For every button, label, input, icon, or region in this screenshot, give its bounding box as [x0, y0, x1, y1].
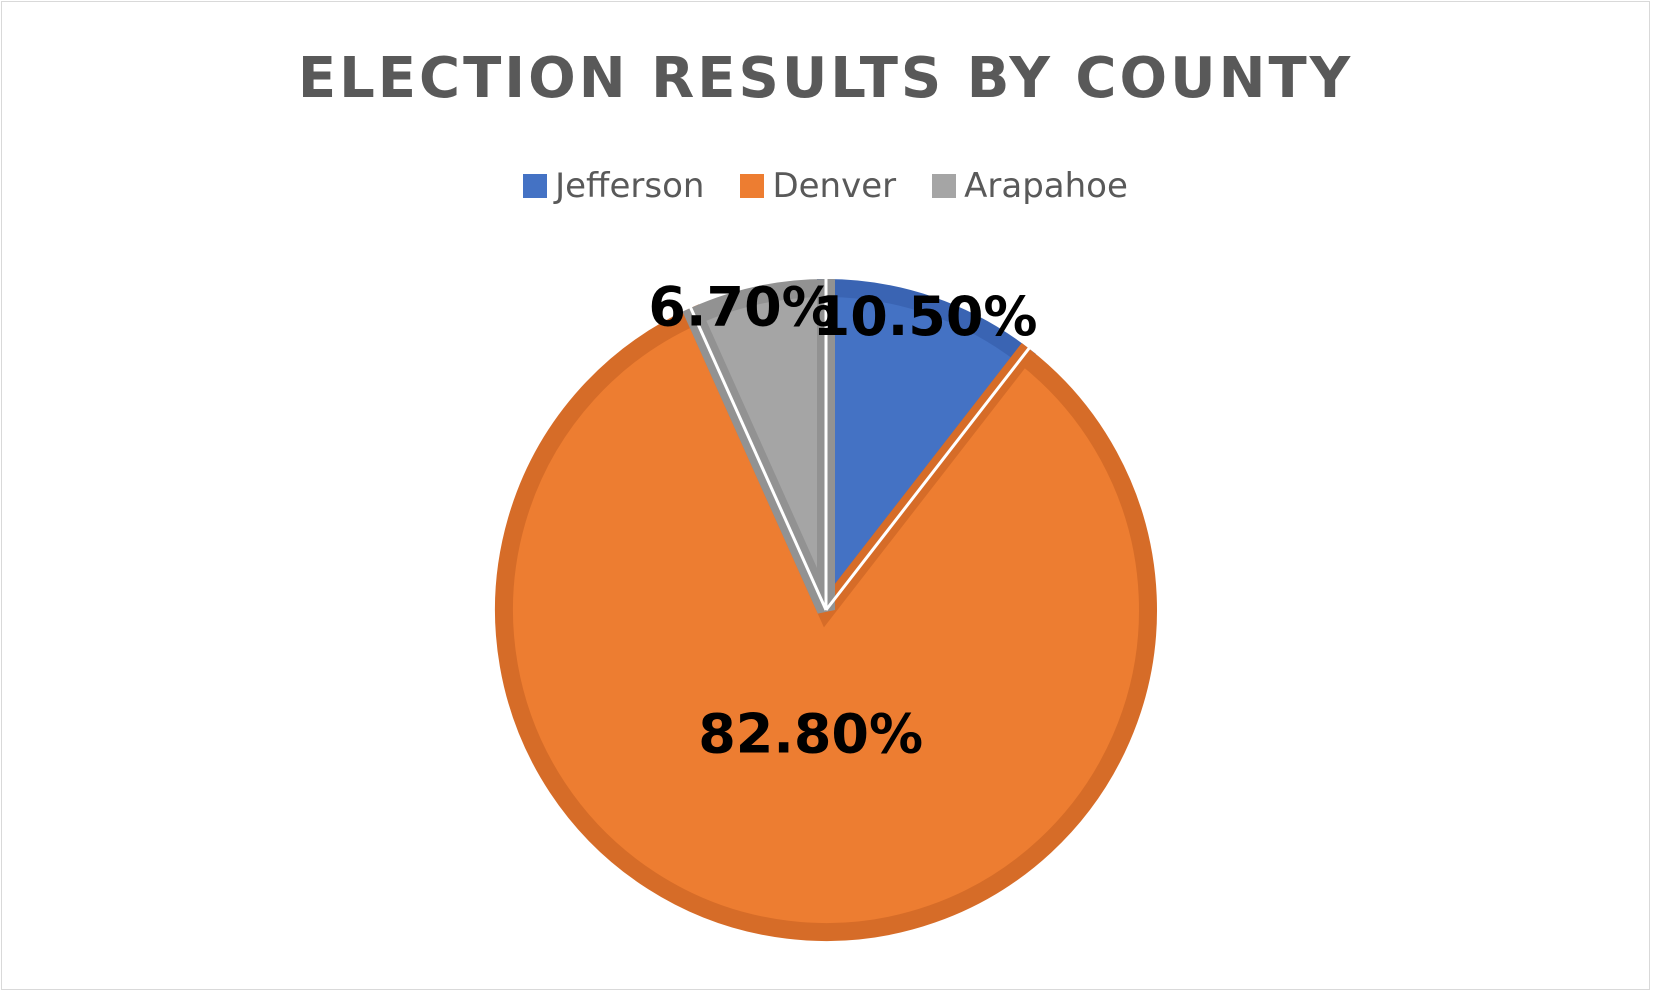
data-label-arapahoe: 6.70% [648, 275, 835, 338]
legend-entry-jefferson[interactable]: Jefferson [523, 166, 704, 206]
pie-slice-arapahoe[interactable] [682, 278, 835, 614]
legend: Jefferson Denver Arapahoe [2, 166, 1649, 206]
chart-title: ELECTION RESULTS BY COUNTY [297, 46, 1354, 111]
legend-swatch-arapahoe [932, 174, 957, 198]
legend-entry-arapahoe[interactable]: Arapahoe [932, 166, 1128, 206]
pie-slice-jefferson[interactable] [817, 278, 1036, 637]
legend-swatch-denver [740, 174, 765, 198]
legend-swatch-jefferson [523, 174, 548, 198]
data-label-jefferson: 10.50% [813, 285, 1038, 348]
data-label-denver: 82.80% [698, 703, 923, 766]
legend-label-arapahoe: Arapahoe [964, 166, 1128, 206]
legend-label-denver: Denver [772, 166, 897, 206]
slice-separator [824, 346, 1031, 611]
legend-entry-denver[interactable]: Denver [740, 166, 896, 206]
pie-slice-denver[interactable] [495, 304, 1157, 941]
slice-separator [688, 306, 828, 611]
legend-label-jefferson: Jefferson [555, 166, 705, 206]
